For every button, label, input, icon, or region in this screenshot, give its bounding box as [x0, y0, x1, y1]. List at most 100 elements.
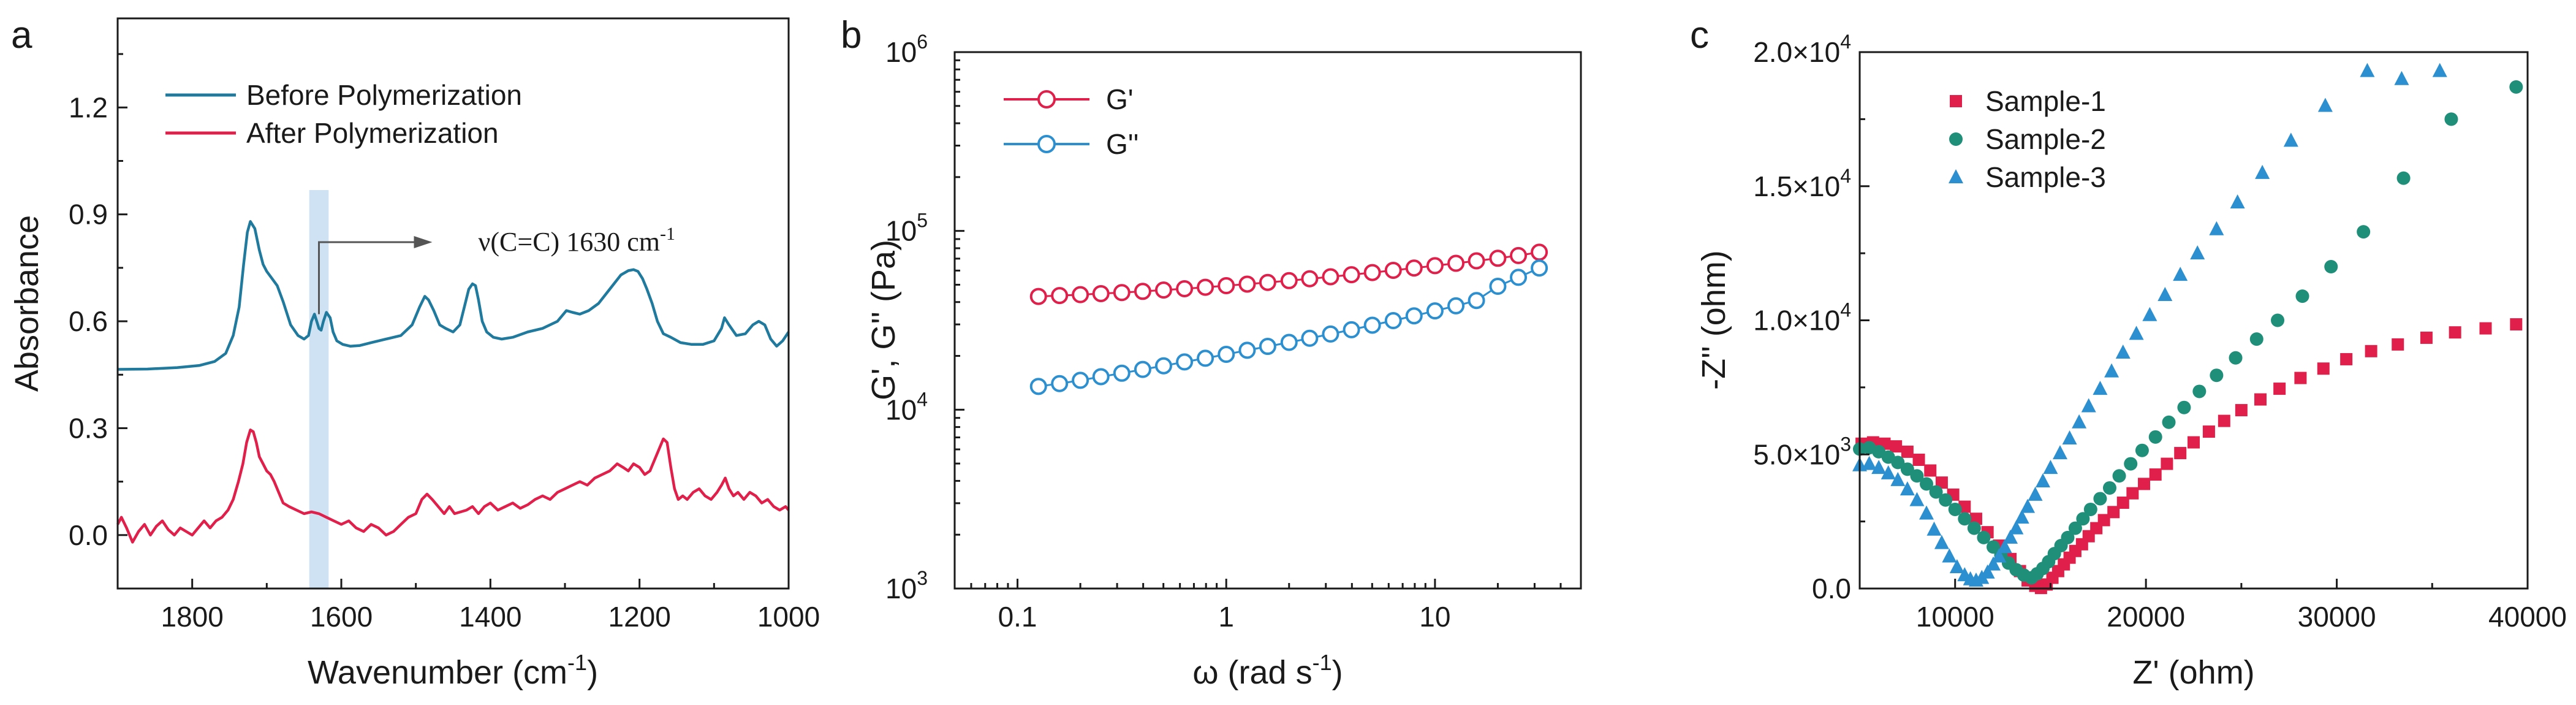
data-point [2138, 478, 2151, 490]
x-ticks: 10000 20000 30000 40000 [1916, 579, 2567, 633]
data-point [2190, 245, 2205, 260]
data-point [1134, 360, 1151, 378]
tick-exponent: 5 [917, 210, 928, 232]
data-point [2157, 286, 2173, 301]
data-point [1980, 564, 1995, 579]
data-point [1447, 297, 1465, 314]
legend: G' G'' [1004, 83, 1138, 160]
data-point [1910, 469, 1924, 483]
data-point [2340, 352, 2353, 365]
y-tick-label: 106 [885, 31, 928, 68]
plot-frame [116, 17, 790, 590]
data-point [1900, 462, 1914, 476]
data-point [2283, 132, 2298, 147]
legend: Sample-1 Sample-2 Sample-3 [1949, 85, 2106, 193]
data-point [1197, 349, 1214, 367]
data-point [2177, 400, 2191, 414]
y-tick-label: 103 [885, 567, 928, 604]
data-point [1363, 316, 1381, 334]
tick-mantissa: 0.0 [1812, 573, 1851, 604]
data-point [2271, 313, 2285, 327]
data-point [2188, 436, 2200, 449]
data-point [1154, 281, 1172, 299]
x-ticks: 0.1 1 10 [953, 579, 1582, 633]
data-point [2149, 468, 2162, 481]
panel-label-a: a [11, 14, 32, 56]
x-tick-label: 30000 [2298, 601, 2376, 633]
data-point [2420, 331, 2433, 344]
data-point [1468, 252, 1485, 270]
data-point [1259, 338, 1276, 356]
data-point [2135, 443, 2149, 457]
y-tick-label: 0.6 [69, 305, 108, 337]
data-point [1384, 311, 1402, 329]
data-point [1510, 269, 1528, 286]
data-point [2043, 460, 2058, 474]
y-tick-label: 5.0×103 [1753, 433, 1851, 470]
y-ticks: 0.0 0.3 0.6 0.9 1.2 [69, 53, 127, 590]
data-point [1942, 548, 1957, 563]
tick-exponent: 4 [1840, 299, 1851, 321]
data-point [2360, 63, 2375, 77]
data-point [1909, 492, 1925, 506]
legend-label: G' [1106, 83, 1134, 115]
data-point [1986, 556, 2001, 571]
x-tick-label: 0.1 [998, 601, 1037, 633]
x-tick-label: 10000 [1916, 601, 1995, 633]
data-point [1405, 259, 1423, 277]
tick-exponent: 3 [1840, 433, 1851, 455]
x-axis-label: ω (rad s-1) [1192, 650, 1343, 691]
data-point [1197, 278, 1214, 296]
data-point [2142, 307, 2157, 321]
data-point [2003, 529, 2018, 544]
x-ticks: 1800 1600 1400 1200 1000 [161, 579, 820, 633]
data-point [1176, 280, 1194, 297]
legend: Before Polymerization After Polymerizatio… [165, 79, 522, 149]
panel-label-b: b [841, 14, 862, 56]
y-tick-label: 1.5×104 [1753, 165, 1851, 202]
legend-marker [1037, 135, 1056, 153]
tick-base: 10 [885, 394, 917, 425]
data-point [2126, 487, 2139, 500]
legend-label: Before Polymerization [246, 79, 522, 111]
data-point [1029, 378, 1047, 395]
data-point [1991, 548, 2007, 563]
data-point [2061, 530, 2075, 544]
y-tick-label: 2.0×104 [1753, 31, 1851, 68]
data-point [1912, 454, 1925, 466]
data-point [2093, 492, 2107, 506]
series-line-2 [116, 429, 790, 544]
y-tick-label: 0.0 [69, 519, 108, 551]
data-point [2449, 326, 2461, 339]
data-point [2294, 372, 2307, 384]
data-point [1280, 272, 1298, 289]
panel-c: c 10000 20000 30000 40000 0.05.0×1031.0×104… [1690, 14, 2567, 691]
tick-mantissa: 1.0×10 [1753, 305, 1840, 337]
data-point [1881, 465, 1896, 479]
legend-marker [1949, 169, 1963, 183]
data-point [2357, 225, 2371, 239]
data-point [1218, 346, 1235, 364]
data-point [2009, 520, 2024, 535]
data-point [1259, 273, 1276, 291]
data-point [1301, 329, 1319, 347]
data-point [1489, 278, 1507, 295]
data-point [2255, 164, 2270, 179]
legend-label: G'' [1106, 128, 1138, 160]
series-group [1852, 63, 2523, 595]
data-point [1871, 460, 1887, 474]
legend-marker [1950, 95, 1962, 107]
data-point [2209, 221, 2224, 235]
data-point [2317, 97, 2333, 112]
tick-exponent: 4 [1840, 165, 1851, 187]
data-point [1051, 287, 1069, 305]
data-point [1092, 368, 1110, 386]
data-point [1113, 364, 1131, 382]
data-point [1301, 270, 1319, 288]
data-point [1092, 284, 1110, 302]
arrow-head [414, 236, 433, 248]
legend-label: Sample-3 [1985, 161, 2106, 193]
data-point [2202, 425, 2215, 438]
